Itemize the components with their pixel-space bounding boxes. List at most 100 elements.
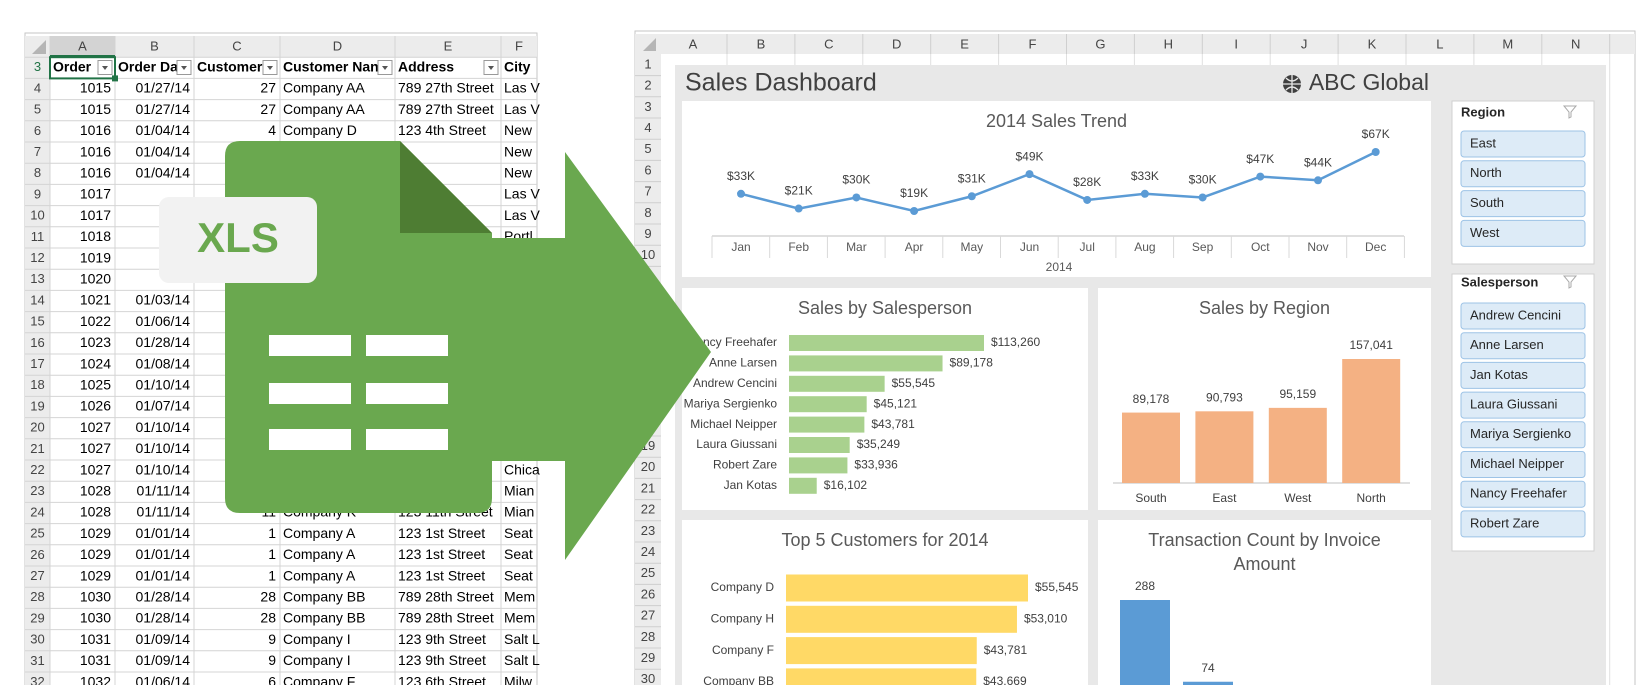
data-label: $31K <box>958 171 986 185</box>
file-table-line <box>269 429 351 450</box>
cell: 27 <box>260 80 276 96</box>
data-label: $55,545 <box>892 376 936 390</box>
cell: New <box>504 143 533 159</box>
row-number: 10 <box>30 208 44 223</box>
chart-panel <box>682 101 1431 277</box>
cell: 6 <box>268 673 276 685</box>
data-label: $53,010 <box>1024 611 1068 625</box>
cell: 1 <box>268 567 276 583</box>
cell: 1022 <box>80 313 111 329</box>
cell: 28 <box>260 589 276 605</box>
col-letter: G <box>1095 36 1105 51</box>
row-number: 4 <box>644 120 651 135</box>
data-point <box>1140 189 1149 198</box>
file-table-line <box>269 335 351 356</box>
cell: 27 <box>260 101 276 117</box>
file-table-line <box>366 429 448 450</box>
data-point <box>1198 193 1207 202</box>
cell: 789 27th Street <box>398 101 494 117</box>
data-label: $28K <box>1073 175 1101 189</box>
cell: 1028 <box>80 504 111 520</box>
cell: 01/04/14 <box>136 165 191 181</box>
cell: 1016 <box>80 143 111 159</box>
y-tick-label: Company D <box>711 580 775 594</box>
x-tick-label: Sep <box>1192 240 1214 254</box>
row-number: 5 <box>34 102 41 117</box>
cell: 01/03/14 <box>136 292 191 308</box>
data-label: $89,178 <box>950 356 994 370</box>
selected-cell <box>49 56 116 80</box>
x-tick-label: Nov <box>1307 240 1328 254</box>
data-label: $16,102 <box>824 478 868 492</box>
cell: 1027 <box>80 461 111 477</box>
bar <box>789 477 817 494</box>
x-tick-label: North <box>1357 491 1386 505</box>
data-label: 89,178 <box>1133 392 1170 406</box>
x-tick-label: Jun <box>1020 240 1039 254</box>
cell: 1015 <box>80 101 111 117</box>
trend-line <box>740 150 1377 213</box>
data-label: $19K <box>900 186 928 200</box>
cell: 01/07/14 <box>136 398 191 414</box>
slicer-item: Anne Larsen <box>1470 337 1544 352</box>
data-label: $113,260 <box>991 335 1040 349</box>
row-number: 20 <box>30 420 44 435</box>
slicer-item: Andrew Cencini <box>1470 307 1561 322</box>
cell: 789 27th Street <box>398 80 494 96</box>
col-letter: B <box>150 38 159 53</box>
cell: Company AA <box>283 101 365 117</box>
cell: 01/10/14 <box>136 461 191 477</box>
slicer-button <box>1460 421 1586 449</box>
y-tick-label: Jan Kotas <box>724 478 777 492</box>
column-header: Order <box>53 59 92 75</box>
dropdown-arrow <box>488 66 494 70</box>
column-header: Order Da <box>118 59 178 75</box>
data-label: 157,041 <box>1350 338 1394 352</box>
row-number: 32 <box>30 674 44 685</box>
row-number: 17 <box>30 356 44 371</box>
bar <box>1122 412 1180 483</box>
y-tick-label: Mariya Sergienko <box>684 396 778 410</box>
cell: 1023 <box>80 334 111 350</box>
y-tick-label: Company BB <box>703 674 774 685</box>
slicer-item: South <box>1470 195 1504 210</box>
data-label: $21K <box>785 184 813 198</box>
row-number: 11 <box>31 229 45 244</box>
data-label: $55,545 <box>1035 580 1079 594</box>
row-number: 21 <box>641 480 655 495</box>
x-axis-label: 2014 <box>1046 260 1073 274</box>
x-tick-label: South <box>1135 491 1166 505</box>
cell: 123 6th Street <box>398 673 486 685</box>
cell: Mem <box>504 589 535 605</box>
cell: Salt L <box>504 652 540 668</box>
data-point <box>1314 176 1322 185</box>
bar <box>1183 681 1233 685</box>
row-number: 24 <box>30 504 44 519</box>
y-tick-label: Company H <box>711 611 774 625</box>
cell: 01/09/14 <box>136 631 191 647</box>
cell: 123 1st Street <box>398 546 485 562</box>
col-letter: I <box>1234 36 1238 51</box>
x-tick-label: Mar <box>846 240 867 254</box>
bar <box>1195 411 1254 483</box>
row-number: 1 <box>644 56 651 71</box>
cell: 1017 <box>80 207 111 223</box>
data-label: $43,781 <box>871 417 915 431</box>
chart-title: Sales by Region <box>1198 298 1331 318</box>
cell: 28 <box>260 610 276 626</box>
bar <box>789 437 850 453</box>
x-tick-label: East <box>1212 491 1237 505</box>
col-letter: B <box>757 36 766 51</box>
cell: 01/11/14 <box>137 504 191 520</box>
row-number: 30 <box>641 671 655 685</box>
data-label: $43,781 <box>984 643 1028 657</box>
cell: 01/28/14 <box>136 334 191 350</box>
arrow <box>460 152 711 560</box>
slicer-item: North <box>1470 165 1502 180</box>
cell: 1 <box>268 546 276 562</box>
cell: 1029 <box>80 525 111 541</box>
row-number: 19 <box>30 398 44 413</box>
cell: Company BB <box>283 589 365 605</box>
cell: Las V <box>504 186 540 202</box>
